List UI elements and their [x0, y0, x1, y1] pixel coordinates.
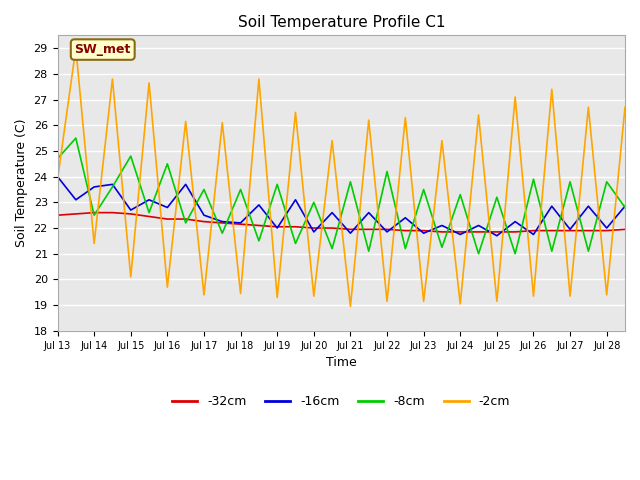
Text: SW_met: SW_met [74, 43, 131, 56]
Title: Soil Temperature Profile C1: Soil Temperature Profile C1 [237, 15, 445, 30]
Y-axis label: Soil Temperature (C): Soil Temperature (C) [15, 119, 28, 247]
Legend: -32cm, -16cm, -8cm, -2cm: -32cm, -16cm, -8cm, -2cm [167, 390, 515, 413]
X-axis label: Time: Time [326, 356, 356, 369]
